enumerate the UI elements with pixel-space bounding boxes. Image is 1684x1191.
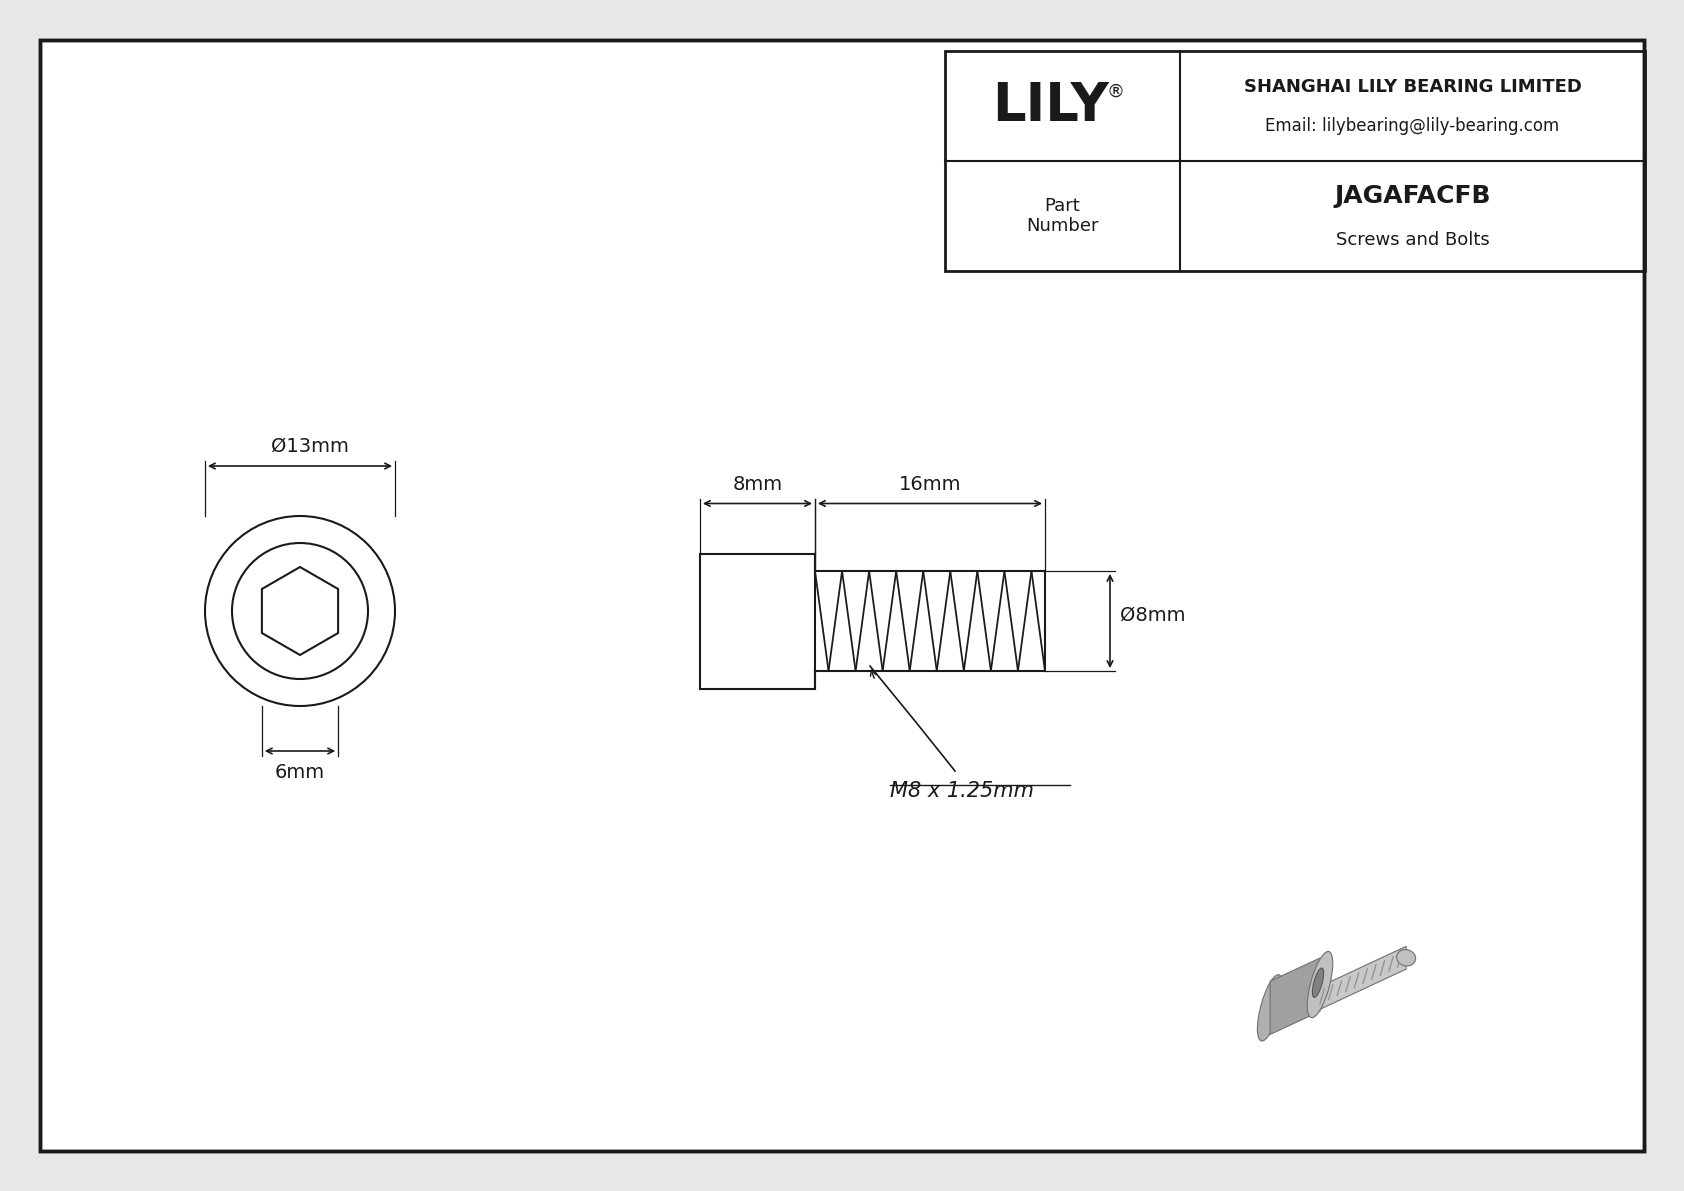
Bar [945, 51, 1645, 272]
Text: 16mm: 16mm [899, 474, 962, 493]
Text: JAGAFACFB: JAGAFACFB [1334, 185, 1490, 208]
Ellipse shape [1312, 968, 1324, 997]
Ellipse shape [1258, 974, 1283, 1041]
Text: LILY: LILY [992, 80, 1108, 132]
Polygon shape [1270, 958, 1320, 1035]
Text: 6mm: 6mm [274, 763, 325, 782]
Text: Part
Number: Part Number [1026, 197, 1098, 236]
Text: Email: lilybearing@lily-bearing.com: Email: lilybearing@lily-bearing.com [1265, 117, 1559, 135]
Text: Ø8mm: Ø8mm [1120, 605, 1186, 624]
Bar [701, 554, 815, 688]
Text: 8mm: 8mm [733, 474, 783, 493]
Polygon shape [1320, 947, 1406, 1009]
Ellipse shape [1396, 949, 1416, 966]
Ellipse shape [1307, 952, 1332, 1018]
Text: ®: ® [1106, 83, 1125, 101]
Text: M8 x 1.25mm: M8 x 1.25mm [891, 781, 1034, 802]
Text: Ø13mm: Ø13mm [271, 437, 349, 456]
Text: SHANGHAI LILY BEARING LIMITED: SHANGHAI LILY BEARING LIMITED [1243, 79, 1581, 96]
Text: Screws and Bolts: Screws and Bolts [1335, 231, 1489, 249]
